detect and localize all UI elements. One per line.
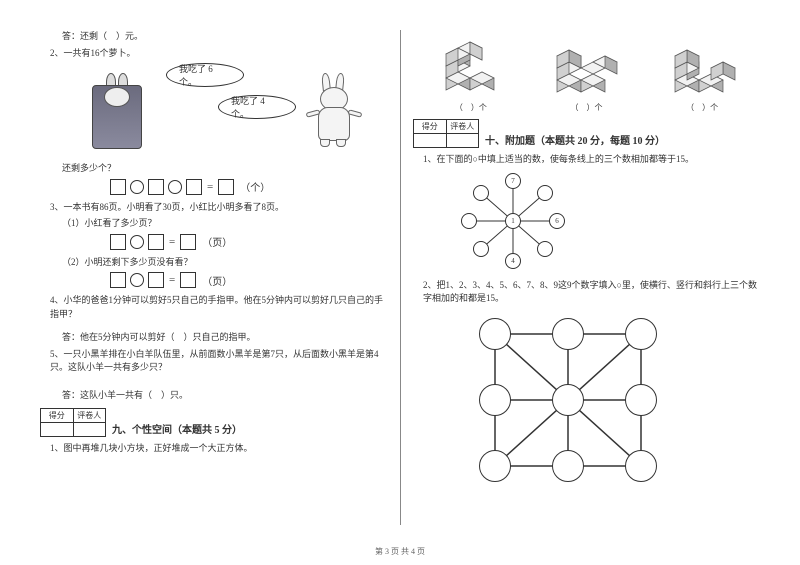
unit-ye: （页） <box>202 234 232 249</box>
blank-square <box>110 179 126 195</box>
star-node-br <box>537 241 553 257</box>
cube-stack-1-icon <box>432 34 510 96</box>
blank-circle <box>130 180 144 194</box>
grid-node <box>625 384 657 416</box>
blank-circle <box>130 235 144 249</box>
star-node-center: 1 <box>505 213 521 229</box>
score-label: 得分 <box>414 120 447 133</box>
q10-2-text: 2、把1、2、3、4、5、6、7、8、9这9个数字填入○里，使横行、竖行和斜行上… <box>413 279 760 306</box>
magic-square-diagram <box>473 312 663 487</box>
q3-text: 3、一本书有86页。小明看了30页，小红比小明多看了8页。 <box>40 201 388 215</box>
right-column: （ ）个 （ ）个 <box>400 30 760 525</box>
q4-text: 4、小华的爸爸1分钟可以剪好5只自己的手指甲。他在5分钟内可以剪好几只自己的手指… <box>40 294 388 321</box>
speech-bubble-2: 我吃了 4 个。 <box>218 95 296 119</box>
blank-square <box>180 234 196 250</box>
blank-square <box>110 272 126 288</box>
star-node-left <box>461 213 477 229</box>
blank-square <box>148 179 164 195</box>
two-column-layout: 答：还剩（ ）元。 2、一共有16个萝卜。 我吃了 6 个。 我吃了 4 个。 … <box>40 30 760 525</box>
unit-ye: （页） <box>202 273 232 288</box>
cube-figure-2: （ ）个 <box>543 30 629 113</box>
cube-stack-2-icon <box>547 34 625 96</box>
blank-square <box>148 272 164 288</box>
cube-figure-3: （ ）个 <box>659 30 745 113</box>
q3-1-text: （1）小红看了多少页？ <box>40 217 388 231</box>
cube-figure-1: （ ）个 <box>428 30 514 113</box>
grid-node <box>625 318 657 350</box>
grid-node <box>479 384 511 416</box>
q2b-text: 还剩多少个？ <box>40 162 388 176</box>
equation-row-1: = （个） <box>110 179 388 195</box>
cube-1-label: （ ）个 <box>428 102 514 113</box>
grid-node <box>479 318 511 350</box>
blank-square <box>110 234 126 250</box>
grader-label: 评卷人 <box>74 409 106 422</box>
star-node-tl <box>473 185 489 201</box>
speech-bubble-1: 我吃了 6 个。 <box>166 63 244 87</box>
blank-square <box>186 179 202 195</box>
equals-sign: = <box>168 236 176 248</box>
cube-2-label: （ ）个 <box>543 102 629 113</box>
section-10-title: 十、附加题（本题共 20 分，每题 10 分） <box>485 132 760 147</box>
answer-money: 答：还剩（ ）元。 <box>40 30 388 44</box>
equation-row-2: = （页） <box>110 234 388 250</box>
a5-text: 答：这队小羊一共有（ ）只。 <box>40 389 388 403</box>
rabbit1-head-icon <box>104 87 130 107</box>
q2-text: 2、一共有16个萝卜。 <box>40 47 388 61</box>
cube-3-label: （ ）个 <box>659 102 745 113</box>
score-label: 得分 <box>41 409 74 422</box>
equation-row-3: = （页） <box>110 272 388 288</box>
unit-ge: （个） <box>240 179 270 194</box>
star-node-top: 7 <box>505 173 521 189</box>
grid-node <box>552 384 584 416</box>
grid-node <box>625 450 657 482</box>
grid-node <box>552 318 584 350</box>
blank-circle <box>168 180 182 194</box>
grader-label: 评卷人 <box>447 120 479 133</box>
rabbit-illustration: 我吃了 6 个。 我吃了 4 个。 <box>80 63 388 158</box>
a4-text: 答：他在5分钟内可以剪好（ ）只自己的指甲。 <box>40 331 388 345</box>
star-node-bottom: 4 <box>505 253 521 269</box>
blank-square <box>218 179 234 195</box>
blank-square <box>180 272 196 288</box>
q5-text: 5、一只小黑羊排在小白羊队伍里，从前面数小黑羊是第7只，从后面数小黑羊是第4只。… <box>40 348 388 375</box>
star-node-bl <box>473 241 489 257</box>
cube-stack-3-icon <box>663 34 741 96</box>
cube-figures-row: （ ）个 （ ）个 <box>413 30 760 113</box>
q9-1-text: 1、图中再堆几块小方块，正好堆成一个大正方体。 <box>40 442 388 456</box>
equals-sign: = <box>206 181 214 193</box>
star-node-right: 6 <box>549 213 565 229</box>
blank-square <box>148 234 164 250</box>
grid-node <box>479 450 511 482</box>
grid-node <box>552 450 584 482</box>
page-footer: 第 3 页 共 4 页 <box>0 546 800 557</box>
star-diagram: 7 4 6 1 <box>453 171 573 271</box>
blank-circle <box>130 273 144 287</box>
section-9-title: 九、个性空间（本题共 5 分） <box>112 421 388 436</box>
q3-2-text: （2）小明还剩下多少页没有看？ <box>40 256 388 270</box>
equals-sign: = <box>168 274 176 286</box>
q10-1-text: 1、在下面的○中填上适当的数，使每条线上的三个数相加都等于15。 <box>413 153 760 167</box>
rabbit2-icon <box>310 77 360 149</box>
star-node-tr <box>537 185 553 201</box>
left-column: 答：还剩（ ）元。 2、一共有16个萝卜。 我吃了 6 个。 我吃了 4 个。 … <box>40 30 400 525</box>
